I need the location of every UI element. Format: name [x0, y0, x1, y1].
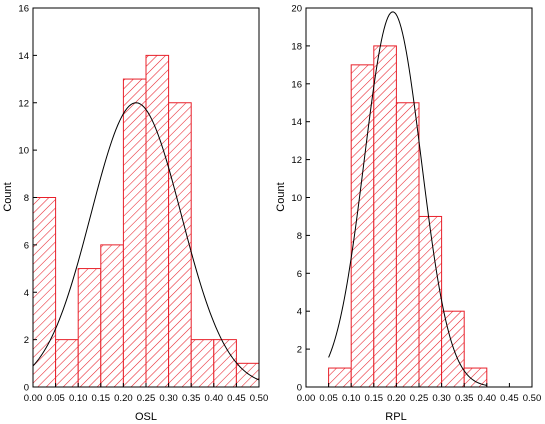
rpl-x-tick-label: 0.25 — [410, 393, 429, 404]
rpl-y-tick-label: 20 — [291, 4, 302, 15]
osl-x-tick-label: 0.15 — [92, 393, 111, 404]
osl-bar-2 — [77, 268, 102, 388]
rpl-y-tick-label: 16 — [291, 79, 302, 90]
osl-histogram-panel: 0.00 0.05 0.10 0.15 0.20 0.25 0.30 0.35 0.40 0.45… — [2, 4, 268, 424]
osl-bar-3 — [100, 244, 124, 388]
osl-y-axis-title: Count — [2, 182, 14, 211]
osl-x-tick-label: 0.25 — [137, 393, 156, 404]
rpl-y-tick-label: 18 — [291, 41, 302, 52]
osl-x-tick-label: 0.40 — [205, 393, 224, 404]
rpl-bar-5 — [441, 310, 465, 388]
osl-y-tick-label: 12 — [18, 98, 29, 109]
osl-y-tick-label: 6 — [24, 240, 29, 251]
rpl-x-tick-label: 0.15 — [365, 393, 384, 404]
osl-x-tick-label: 0.30 — [159, 393, 178, 404]
rpl-x-tick-label: 0.45 — [500, 393, 519, 404]
osl-normal-fit-curve — [32, 102, 260, 381]
osl-bar-4 — [122, 78, 147, 388]
rpl-normal-fit-curve — [328, 11, 487, 386]
rpl-bar-4 — [418, 215, 443, 388]
rpl-y-tick-label: 8 — [297, 231, 302, 242]
osl-bar-7 — [190, 339, 215, 388]
osl-x-tick-label: 0.20 — [114, 393, 133, 404]
rpl-x-tick-label: 0.10 — [342, 393, 361, 404]
rpl-x-tick-label: 0.50 — [523, 393, 542, 404]
rpl-y-tick-label: 10 — [291, 193, 302, 204]
rpl-y-tick-label: 6 — [297, 269, 302, 280]
osl-x-tick-label: 0.50 — [250, 393, 269, 404]
rpl-bar-0 — [328, 367, 352, 388]
rpl-bar-3 — [395, 102, 420, 388]
osl-y-tick-label: 0 — [24, 383, 29, 394]
osl-x-tick-label: 0.00 — [24, 393, 43, 404]
osl-y-tick-label: 4 — [24, 288, 29, 299]
rpl-y-tick-label: 14 — [291, 117, 302, 128]
rpl-y-tick-label: 0 — [297, 383, 302, 394]
rpl-y-axis-title: Count — [275, 182, 287, 211]
rpl-x-tick-label: 0.20 — [387, 393, 406, 404]
rpl-y-tick-label: 12 — [291, 155, 302, 166]
osl-x-tick-label: 0.10 — [69, 393, 88, 404]
rpl-histogram-panel: 0.00 0.05 0.10 0.15 0.20 0.25 0.30 0.35 0.40 0.45… — [275, 4, 541, 424]
osl-y-tick-label: 14 — [18, 51, 29, 62]
rpl-x-tick-label: 0.30 — [432, 393, 451, 404]
rpl-x-tick-label: 0.35 — [455, 393, 474, 404]
rpl-x-tick-label: 0.05 — [319, 393, 338, 404]
rpl-x-tick-label: 0.00 — [297, 393, 316, 404]
osl-x-axis-title: OSL — [135, 411, 157, 423]
osl-bar-6 — [168, 102, 192, 388]
osl-bar-1 — [55, 339, 79, 388]
osl-y-tick-label: 2 — [24, 335, 29, 346]
rpl-y-tick-label: 2 — [297, 345, 302, 356]
osl-x-tick-label: 0.45 — [227, 393, 246, 404]
rpl-bar-2 — [373, 45, 397, 388]
osl-y-tick-label: 10 — [18, 146, 29, 157]
osl-y-tick-label: 16 — [18, 4, 29, 15]
osl-x-tick-label: 0.35 — [182, 393, 201, 404]
osl-y-tick-label: 8 — [24, 193, 29, 204]
rpl-x-axis-title: RPL — [385, 411, 406, 423]
rpl-x-tick-label: 0.40 — [478, 393, 497, 404]
osl-bar-5 — [145, 54, 170, 388]
rpl-y-tick-label: 4 — [297, 307, 302, 318]
osl-x-tick-label: 0.05 — [46, 393, 65, 404]
